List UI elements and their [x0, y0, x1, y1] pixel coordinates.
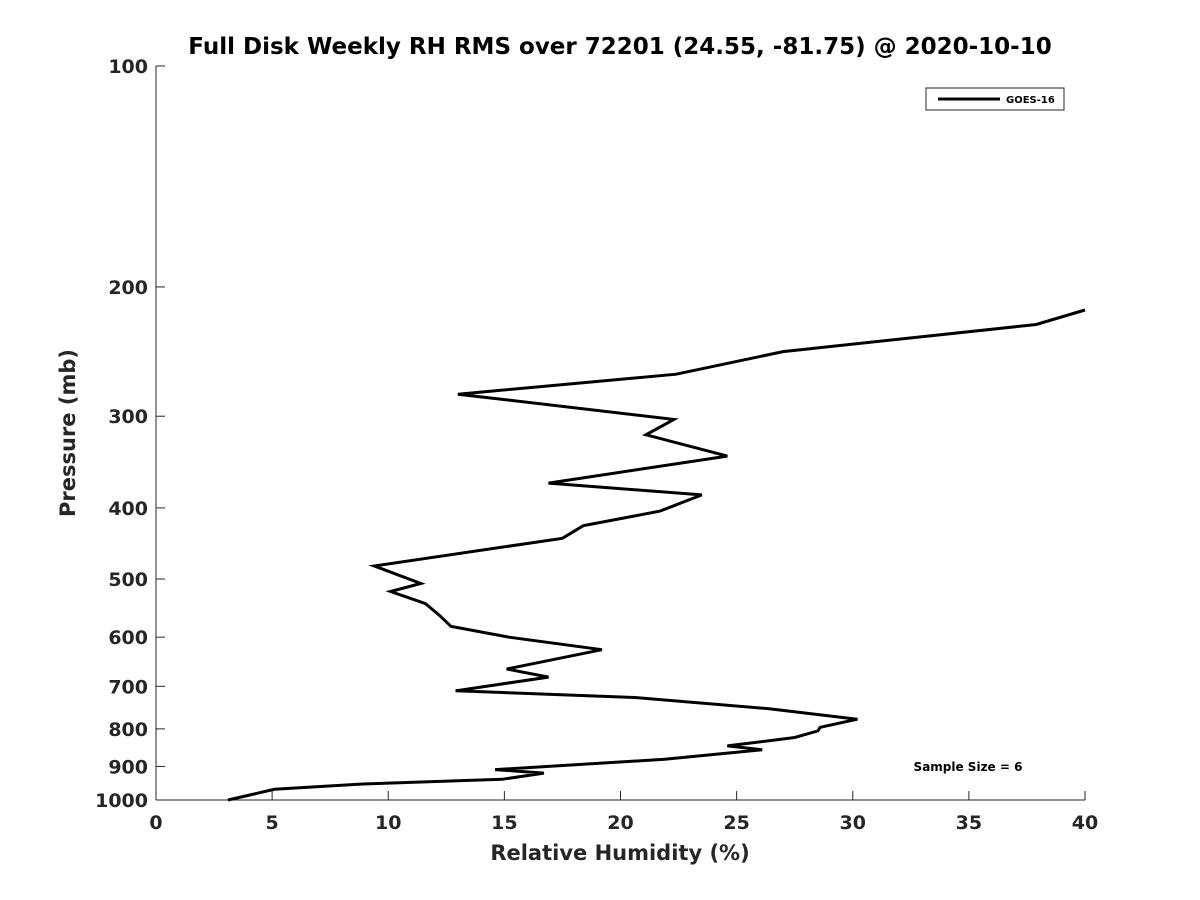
- x-tick-label: 40: [1072, 812, 1098, 834]
- series-layer: [227, 308, 1086, 802]
- y-tick-label: 100: [108, 56, 148, 78]
- y-axis-ticks: 100 200 300 400 500 600 700 800 900 1000: [95, 56, 165, 812]
- chart-title: Full Disk Weekly RH RMS over 72201 (24.5…: [188, 34, 1051, 60]
- y-tick-label: 600: [108, 627, 148, 649]
- x-tick-label: 5: [266, 812, 279, 834]
- x-axis-label: Relative Humidity (%): [490, 841, 749, 865]
- x-tick-label: 10: [375, 812, 401, 834]
- y-tick-label: 300: [108, 406, 148, 428]
- y-tick-label: 800: [108, 719, 148, 741]
- x-tick-label: 20: [607, 812, 633, 834]
- y-tick-label: 200: [108, 277, 148, 299]
- x-tick-label: 0: [149, 812, 162, 834]
- y-axis-label: Pressure (mb): [56, 349, 80, 517]
- y-tick-label: 500: [108, 569, 148, 591]
- legend-label: GOES-16: [1006, 95, 1055, 106]
- x-tick-label: 15: [491, 812, 517, 834]
- plot-area: 0 5 10 15 20 25 30 35 40 100 200 300 400 500 600 700 80…: [95, 56, 1098, 834]
- y-tick-label: 700: [108, 676, 148, 698]
- y-tick-label: 900: [108, 756, 148, 778]
- series-line-0: [227, 308, 1086, 802]
- legend: GOES-16: [925, 87, 1065, 111]
- x-tick-label: 35: [956, 812, 982, 834]
- x-tick-label: 30: [840, 812, 866, 834]
- sample-size-annotation: Sample Size = 6: [914, 760, 1023, 774]
- x-tick-label: 25: [723, 812, 749, 834]
- x-axis-ticks: 0 5 10 15 20 25 30 35 40: [149, 791, 1098, 834]
- y-tick-label: 400: [108, 498, 148, 520]
- y-tick-label: 1000: [95, 790, 148, 812]
